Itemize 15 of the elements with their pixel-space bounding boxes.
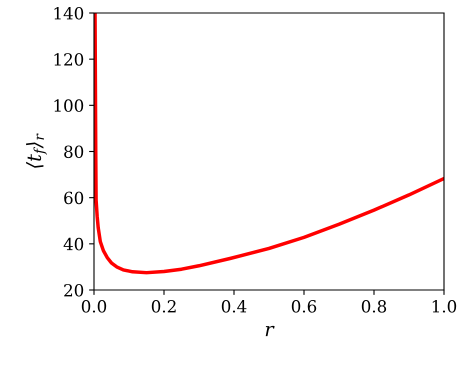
y-tick-label: 80 (64, 145, 84, 158)
x-tick-label: 0.0 (82, 300, 106, 313)
y-tick-label: 100 (54, 99, 84, 112)
y-tick-label: 120 (54, 53, 84, 66)
y-axis-title: ⟨t$_{f}$⟩$_{r}$ (26, 133, 47, 168)
y-tick-label: 60 (64, 192, 84, 204)
y-tick-label: 20 (64, 284, 84, 297)
y-tick-label: 140 (54, 6, 84, 20)
y-tick-label: 40 (64, 238, 84, 250)
x-tick-label: 0.8 (362, 300, 386, 313)
x-tick-label: 1.0 (432, 300, 456, 313)
x-tick-label: 0.6 (292, 300, 316, 313)
x-axis-title: r (266, 326, 275, 336)
x-tick-label: 0.4 (222, 300, 246, 313)
x-tick-label: 0.2 (152, 300, 176, 313)
